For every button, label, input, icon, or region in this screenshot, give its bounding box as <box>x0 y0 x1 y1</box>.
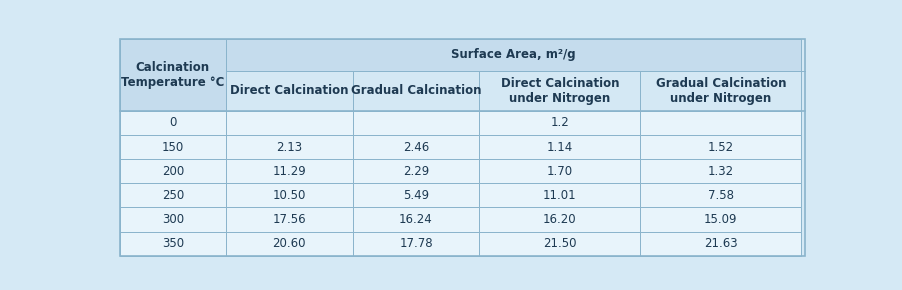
Bar <box>120 159 226 183</box>
Text: 21.50: 21.50 <box>543 237 576 250</box>
Bar <box>353 135 479 159</box>
Text: 1.2: 1.2 <box>550 116 569 129</box>
Bar <box>479 159 640 183</box>
Text: Surface Area, m²/g: Surface Area, m²/g <box>451 48 576 61</box>
Bar <box>640 111 801 135</box>
Bar <box>640 159 801 183</box>
Bar <box>226 39 801 71</box>
Bar <box>226 232 353 256</box>
Bar <box>640 207 801 232</box>
Bar <box>353 207 479 232</box>
Bar <box>226 207 353 232</box>
Text: 350: 350 <box>161 237 184 250</box>
Text: 5.49: 5.49 <box>403 189 429 202</box>
Text: Direct Calcination: Direct Calcination <box>230 84 348 97</box>
Text: 1.32: 1.32 <box>708 165 734 178</box>
Bar <box>120 39 226 111</box>
Text: 1.70: 1.70 <box>547 165 573 178</box>
Bar <box>226 71 353 111</box>
Text: 2.13: 2.13 <box>276 141 302 153</box>
Text: Calcination
Temperature °C: Calcination Temperature °C <box>121 61 225 89</box>
Text: 10.50: 10.50 <box>272 189 306 202</box>
Bar <box>120 232 226 256</box>
Text: Direct Calcination
under Nitrogen: Direct Calcination under Nitrogen <box>501 77 619 105</box>
Text: 11.29: 11.29 <box>272 165 306 178</box>
Text: 17.78: 17.78 <box>400 237 433 250</box>
Bar <box>640 183 801 207</box>
Bar <box>226 135 353 159</box>
Text: 7.58: 7.58 <box>708 189 734 202</box>
Text: 200: 200 <box>161 165 184 178</box>
Bar <box>640 71 801 111</box>
Bar <box>226 183 353 207</box>
Text: 16.20: 16.20 <box>543 213 576 226</box>
Bar <box>226 159 353 183</box>
Bar <box>226 111 353 135</box>
Text: 2.29: 2.29 <box>403 165 429 178</box>
Bar <box>479 183 640 207</box>
Bar <box>120 207 226 232</box>
Bar <box>120 111 226 135</box>
Text: Gradual Calcination
under Nitrogen: Gradual Calcination under Nitrogen <box>656 77 787 105</box>
Text: Gradual Calcination: Gradual Calcination <box>351 84 482 97</box>
Bar <box>640 135 801 159</box>
Text: 250: 250 <box>161 189 184 202</box>
Bar <box>353 232 479 256</box>
Text: 17.56: 17.56 <box>272 213 306 226</box>
Bar <box>353 71 479 111</box>
Text: 20.60: 20.60 <box>272 237 306 250</box>
Bar <box>353 183 479 207</box>
Bar <box>479 111 640 135</box>
Text: 11.01: 11.01 <box>543 189 576 202</box>
Text: 16.24: 16.24 <box>400 213 433 226</box>
Bar <box>479 232 640 256</box>
Text: 21.63: 21.63 <box>704 237 738 250</box>
Text: 150: 150 <box>161 141 184 153</box>
Bar <box>120 183 226 207</box>
Bar <box>479 71 640 111</box>
Text: 2.46: 2.46 <box>403 141 429 153</box>
Bar <box>353 111 479 135</box>
Bar <box>479 135 640 159</box>
Text: 1.14: 1.14 <box>547 141 573 153</box>
Bar <box>353 159 479 183</box>
Bar <box>120 135 226 159</box>
Text: 15.09: 15.09 <box>704 213 738 226</box>
Bar <box>640 232 801 256</box>
Text: 1.52: 1.52 <box>708 141 734 153</box>
Bar <box>479 207 640 232</box>
Text: 300: 300 <box>161 213 184 226</box>
Text: 0: 0 <box>170 116 177 129</box>
